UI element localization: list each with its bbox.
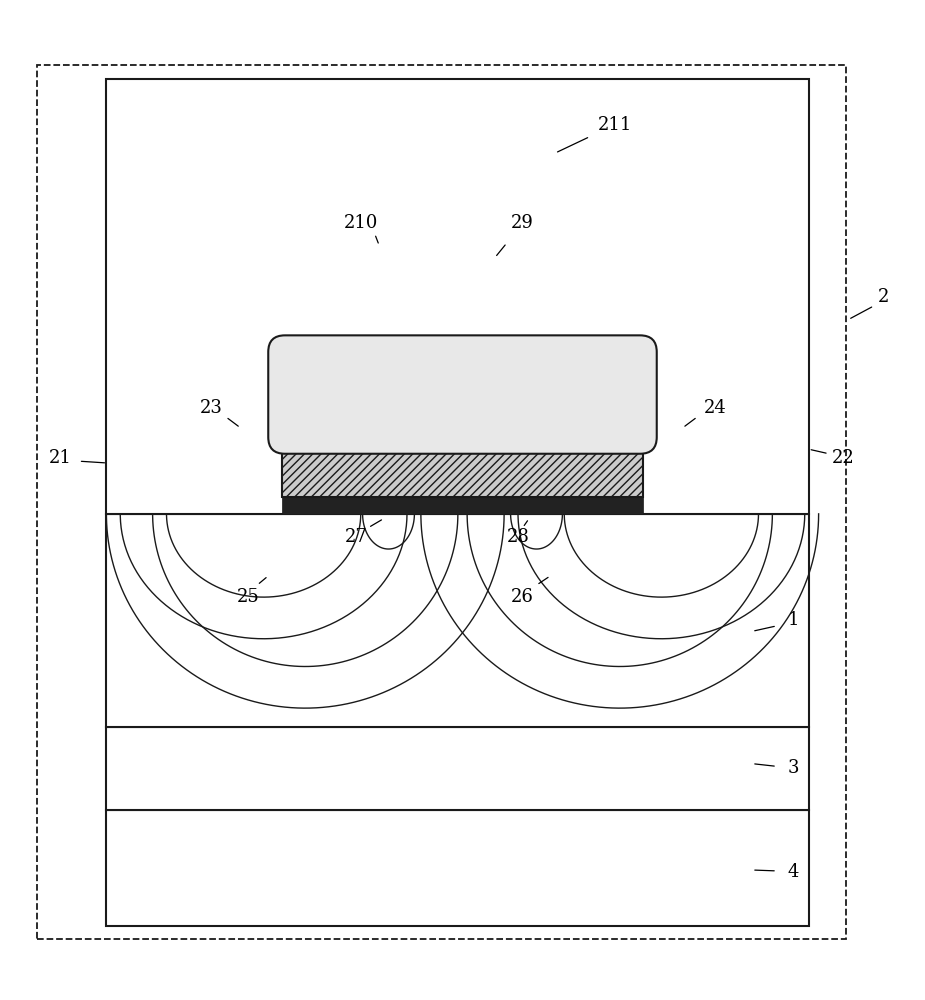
Text: 2: 2 bbox=[878, 288, 889, 306]
Text: 29: 29 bbox=[512, 214, 534, 232]
Bar bbox=[106, 727, 809, 810]
Bar bbox=[282, 437, 643, 497]
Text: 25: 25 bbox=[237, 588, 259, 606]
Text: 22: 22 bbox=[832, 449, 855, 467]
Text: 1: 1 bbox=[788, 611, 799, 629]
Text: 3: 3 bbox=[788, 759, 799, 777]
Bar bbox=[282, 497, 643, 514]
Bar bbox=[37, 65, 846, 939]
Text: 24: 24 bbox=[704, 399, 726, 417]
Text: 211: 211 bbox=[598, 116, 633, 134]
Text: 23: 23 bbox=[200, 399, 222, 417]
Text: 27: 27 bbox=[345, 528, 367, 546]
FancyBboxPatch shape bbox=[268, 335, 657, 454]
Text: 21: 21 bbox=[49, 449, 71, 467]
Text: 28: 28 bbox=[507, 528, 529, 546]
Bar bbox=[106, 810, 809, 926]
Text: 26: 26 bbox=[512, 588, 534, 606]
Text: 210: 210 bbox=[343, 214, 378, 232]
Bar bbox=[106, 79, 809, 514]
Bar bbox=[106, 514, 809, 727]
Text: 4: 4 bbox=[788, 863, 799, 881]
